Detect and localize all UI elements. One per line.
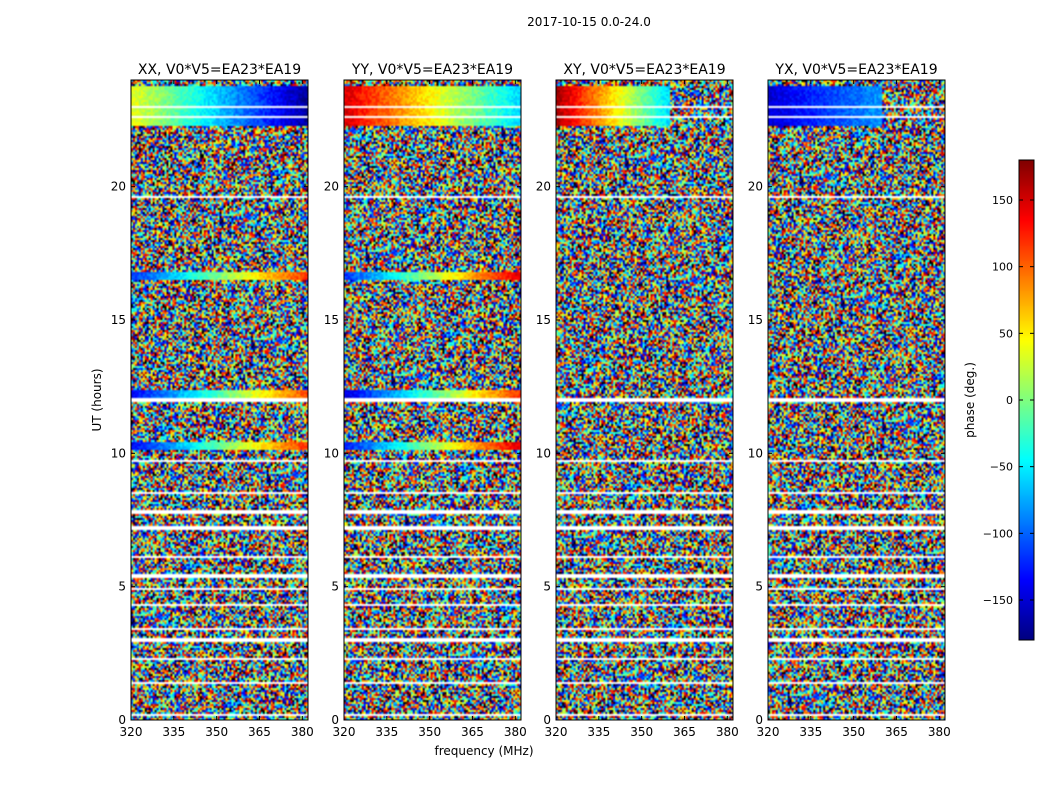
y-tick-label: 0 xyxy=(331,713,339,727)
panel-frame xyxy=(555,79,734,721)
colorbar-tick-label: 100 xyxy=(992,261,1013,274)
colorbar-tick-label: −150 xyxy=(983,594,1013,607)
x-tick-label: 365 xyxy=(248,725,271,739)
y-tick-label: 15 xyxy=(748,313,763,327)
y-tick-label: 10 xyxy=(536,446,551,460)
x-tick-label: 320 xyxy=(757,725,780,739)
y-tick-label: 15 xyxy=(324,313,339,327)
y-tick-label: 15 xyxy=(111,313,126,327)
x-axis-label: frequency (MHz) xyxy=(434,744,533,758)
x-tick-label: 380 xyxy=(716,725,739,739)
heatmap-image-1 xyxy=(344,80,521,720)
heatmap-image-2 xyxy=(556,80,733,720)
panel-title: XY, V0*V5=EA23*EA19 xyxy=(563,62,725,78)
panel-0: XX, V0*V5=EA23*EA19 320 335 350 365 380 0 5 10 15… xyxy=(111,62,314,739)
y-tick-label: 0 xyxy=(118,713,126,727)
panel-title: YX, V0*V5=EA23*EA19 xyxy=(774,62,937,78)
colorbar-gradient xyxy=(1019,160,1034,640)
x-tick-label: 350 xyxy=(630,725,653,739)
x-tick-label: 380 xyxy=(504,725,527,739)
y-tick-label: 20 xyxy=(536,180,551,194)
x-tick-label: 320 xyxy=(545,725,568,739)
y-tick-label: 10 xyxy=(111,446,126,460)
x-tick-label: 365 xyxy=(461,725,484,739)
y-tick-label: 20 xyxy=(111,180,126,194)
panel-frame xyxy=(130,79,309,721)
colorbar-tick-label: −50 xyxy=(990,461,1013,474)
y-tick-label: 20 xyxy=(324,180,339,194)
colorbar-tick-label: 50 xyxy=(999,327,1013,340)
y-tick-label: 5 xyxy=(543,580,551,594)
heatmap-image-0 xyxy=(131,80,308,720)
colorbar-tick-label: −100 xyxy=(983,527,1013,540)
x-tick-label: 380 xyxy=(291,725,314,739)
y-tick-label: 5 xyxy=(331,580,339,594)
panel-title: XX, V0*V5=EA23*EA19 xyxy=(138,62,301,78)
y-tick-label: 5 xyxy=(118,580,126,594)
y-tick-label: 0 xyxy=(543,713,551,727)
x-tick-label: 320 xyxy=(120,725,143,739)
y-tick-label: 5 xyxy=(755,580,763,594)
panel-1: YY, V0*V5=EA23*EA19 320 335 350 365 380 0 5 10 15… xyxy=(324,62,527,739)
panel-2: XY, V0*V5=EA23*EA19 320 335 350 365 380 0 5 10 15… xyxy=(536,62,739,739)
figure-title: 2017-10-15 0.0-24.0 xyxy=(527,15,651,29)
panel-frame xyxy=(767,79,946,721)
y-tick-label: 0 xyxy=(755,713,763,727)
y-tick-label: 10 xyxy=(324,446,339,460)
x-tick-label: 365 xyxy=(885,725,908,739)
y-tick-label: 10 xyxy=(748,446,763,460)
x-tick-label: 350 xyxy=(205,725,228,739)
y-axis-label: UT (hours) xyxy=(90,368,104,431)
colorbar-tick-label: 0 xyxy=(1006,394,1013,407)
x-tick-label: 335 xyxy=(162,725,185,739)
x-tick-label: 350 xyxy=(842,725,865,739)
colorbar-label: phase (deg.) xyxy=(963,362,977,438)
panel-3: YX, V0*V5=EA23*EA19 320 335 350 365 380 0 5 10 15… xyxy=(748,62,951,739)
panel-frame xyxy=(343,79,522,721)
x-tick-label: 335 xyxy=(375,725,398,739)
panels-group: XX, V0*V5=EA23*EA19 320 335 350 365 380 0 5 10 15… xyxy=(111,62,951,739)
x-tick-label: 335 xyxy=(587,725,610,739)
heatmap-image-3 xyxy=(768,80,945,720)
y-tick-label: 20 xyxy=(748,180,763,194)
x-tick-label: 365 xyxy=(673,725,696,739)
x-tick-label: 380 xyxy=(928,725,951,739)
colorbar: 150 100 50 0 −50 −100 −150 phase (deg.) xyxy=(963,159,1035,641)
colorbar-tick-label: 150 xyxy=(992,194,1013,207)
x-tick-label: 320 xyxy=(333,725,356,739)
x-tick-label: 335 xyxy=(799,725,822,739)
panel-title: YY, V0*V5=EA23*EA19 xyxy=(351,62,513,78)
x-tick-label: 350 xyxy=(418,725,441,739)
y-tick-label: 15 xyxy=(536,313,551,327)
